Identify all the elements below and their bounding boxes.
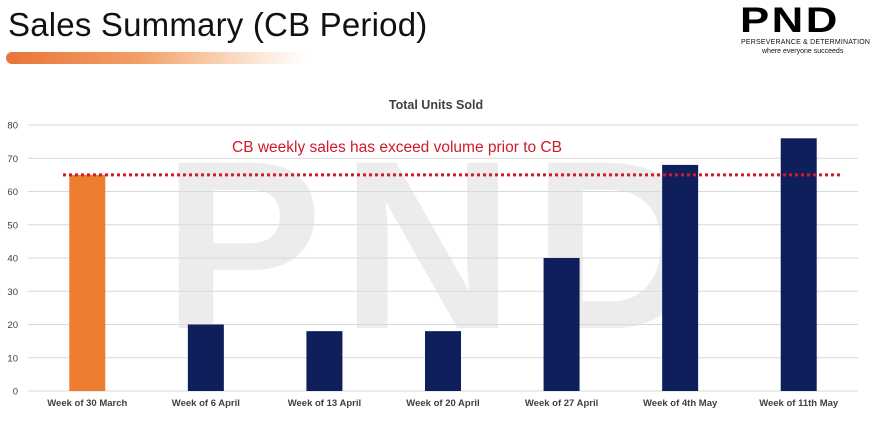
bar xyxy=(662,164,699,391)
pnd-logo: PND PERSEVERANCE & DETERMINATION where e… xyxy=(740,3,872,56)
x-tick-label: Week of 27 April xyxy=(525,398,598,409)
bar xyxy=(780,138,817,391)
y-tick-label: 60 xyxy=(7,187,18,198)
x-tick-label: Week of 20 April xyxy=(406,398,479,409)
x-tick-label: Week of 6 April xyxy=(172,398,240,409)
y-tick-label: 70 xyxy=(7,154,18,165)
x-tick-label: Week of 11th May xyxy=(759,398,839,409)
bar xyxy=(69,174,106,391)
logo-mark: PND xyxy=(740,1,840,40)
x-tick-label: Week of 30 March xyxy=(47,398,127,409)
y-tick-label: 20 xyxy=(7,320,18,331)
logo-tagline-1: PERSEVERANCE & DETERMINATION xyxy=(741,39,871,46)
y-tick-label: 0 xyxy=(13,387,18,398)
bar xyxy=(425,331,461,391)
y-tick-label: 80 xyxy=(7,121,18,132)
x-tick-label: Week of 13 April xyxy=(288,398,361,409)
chart-title: Total Units Sold xyxy=(389,98,483,112)
y-tick-label: 30 xyxy=(7,287,18,298)
slide-title: Sales Summary (CB Period) xyxy=(8,6,428,43)
y-tick-label: 50 xyxy=(7,220,18,231)
y-tick-label: 40 xyxy=(7,254,18,265)
y-tick-label: 10 xyxy=(7,353,18,364)
x-tick-label: Week of 4th May xyxy=(643,398,718,409)
bar xyxy=(543,258,580,391)
title-underline xyxy=(6,52,306,64)
logo-tagline-2: where everyone succeeds xyxy=(762,48,844,55)
bar xyxy=(187,324,224,391)
reference-annotation: CB weekly sales has exceed volume prior … xyxy=(232,139,562,156)
bar xyxy=(306,331,343,391)
